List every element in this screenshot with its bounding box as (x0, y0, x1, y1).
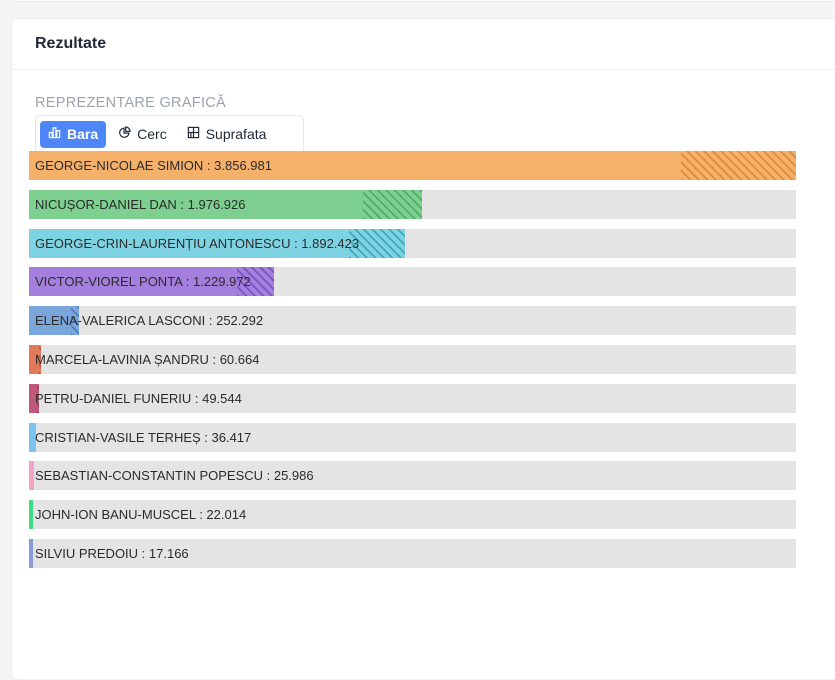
bar-hatch (237, 267, 274, 297)
chart-section-label: REPREZENTARE GRAFICĂ (35, 95, 227, 111)
pie-chart-icon (118, 126, 131, 142)
bar-hatch (681, 151, 796, 180)
bar (29, 538, 33, 568)
bar-row[interactable]: ELENA-VALERICA LASCONI : 252.292 (29, 306, 796, 336)
bar (29, 228, 405, 258)
tab-surface-label: Suprafata (205, 126, 267, 142)
bar-label: SILVIU PREDOIU : 17.166 (35, 545, 189, 561)
chart-type-tabs: Bara Cerc Suprafata (35, 115, 304, 153)
bar-label: MARCELA-LAVINIA ȘANDRU : 60.664 (35, 351, 260, 367)
bar (29, 151, 796, 180)
bar-hatch (71, 306, 79, 336)
bar-row[interactable]: MARCELA-LAVINIA ȘANDRU : 60.664 (29, 344, 796, 374)
bar-row[interactable]: SEBASTIAN-CONSTANTIN POPESCU : 25.986 (29, 461, 796, 491)
bar-row[interactable]: CRISTIAN-VASILE TERHEȘ : 36.417 (29, 422, 796, 452)
bar (29, 344, 41, 374)
bar (29, 267, 274, 297)
tab-circle[interactable]: Cerc (110, 121, 175, 148)
bar-row[interactable]: PETRU-DANIEL FUNERIU : 49.544 (29, 383, 796, 413)
bar-row[interactable]: GEORGE-CRIN-LAURENȚIU ANTONESCU : 1.892.… (29, 228, 796, 258)
card-header: Rezultate (12, 19, 835, 70)
tab-surface[interactable]: Suprafata (179, 121, 275, 148)
bar-hatch (39, 344, 41, 374)
bar-label: JOHN-ION BANU-MUSCEL : 22.014 (35, 507, 247, 523)
bar-chart-icon (48, 126, 61, 142)
bar (29, 422, 36, 452)
bar-label: ELENA-VALERICA LASCONI : 252.292 (35, 313, 264, 329)
bar-row[interactable]: GEORGE-NICOLAE SIMION : 3.856.981 (29, 151, 796, 180)
bar-row[interactable]: SILVIU PREDOIU : 17.166 (29, 538, 796, 568)
bar-label: GEORGE-NICOLAE SIMION : 3.856.981 (35, 158, 272, 173)
bar-row[interactable]: JOHN-ION BANU-MUSCEL : 22.014 (29, 500, 796, 530)
bar (29, 500, 33, 530)
tab-bar[interactable]: Bara (40, 120, 107, 148)
card-title: Rezultate (35, 35, 107, 52)
bar (29, 383, 39, 413)
previous-card (11, 0, 835, 2)
bar-label: SEBASTIAN-CONSTANTIN POPESCU : 25.986 (35, 468, 314, 484)
bar (29, 461, 34, 491)
bar-label: CRISTIAN-VASILE TERHEȘ : 36.417 (35, 429, 252, 445)
bar-chart: GEORGE-NICOLAE SIMION : 3.856.981 NICUȘOR… (29, 151, 796, 578)
grid-icon (187, 126, 200, 142)
bar-label: GEORGE-CRIN-LAURENȚIU ANTONESCU : 1.892.… (35, 235, 360, 251)
bar-row[interactable]: VICTOR-VIOREL PONTA : 1.229.972 (29, 267, 796, 297)
bar-hatch (349, 228, 405, 258)
bar-hatch (37, 383, 39, 413)
bar-label: PETRU-DANIEL FUNERIU : 49.544 (35, 390, 242, 406)
bar-hatch (363, 189, 422, 219)
tab-bar-label: Bara (67, 126, 99, 142)
bar-label: VICTOR-VIOREL PONTA : 1.229.972 (35, 274, 251, 290)
bar-row[interactable]: NICUȘOR-DANIEL DAN : 1.976.926 (29, 189, 796, 219)
tab-circle-label: Cerc (137, 126, 167, 142)
bar-label: NICUȘOR-DANIEL DAN : 1.976.926 (35, 196, 246, 212)
bar (29, 189, 422, 219)
bar (29, 306, 79, 336)
